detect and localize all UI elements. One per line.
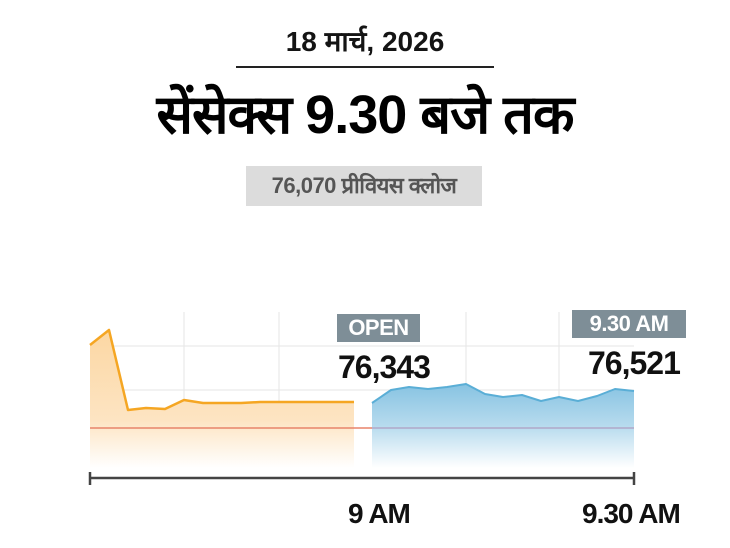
date-underline [236,66,494,68]
session-line [371,383,635,404]
page-title: सेंसेक्स 9.30 बजे तक [156,85,575,145]
open-value: 76,343 [338,349,431,385]
x-label-930am: 9.30 AM [582,498,681,529]
pre-open-area [90,330,354,468]
close-value: 76,521 [588,345,681,381]
x-label-9am: 9 AM [348,498,411,529]
close-tag: 9.30 AM [572,310,686,338]
previous-close-badge: 76,070 प्रीवियस क्लोज [246,166,482,206]
date-label: 18 मार्च, 2026 [285,26,445,57]
x-axis [88,472,636,485]
session-area [372,384,634,468]
pre-open-line [89,328,354,412]
open-tag: OPEN [337,314,420,342]
